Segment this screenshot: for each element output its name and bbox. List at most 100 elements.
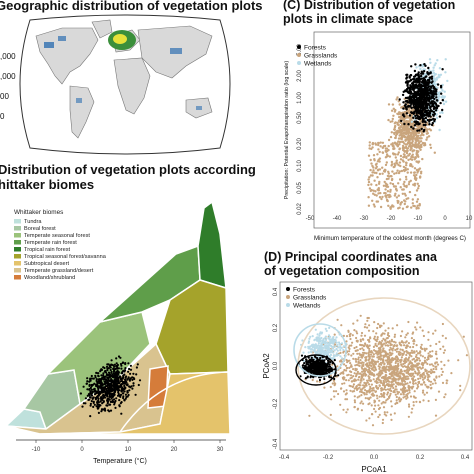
- pcoa-point-wetlands: [333, 357, 336, 360]
- biome-point: [126, 383, 129, 386]
- biome-point: [102, 366, 105, 369]
- climate-point-grasslands: [373, 179, 376, 182]
- climate-point-forests: [425, 88, 429, 91]
- pcoa-point-grasslands: [402, 396, 405, 399]
- biome-point: [118, 382, 121, 385]
- pcoa-point-grasslands: [353, 346, 356, 350]
- pcoa-point-grasslands: [405, 389, 409, 392]
- climate-point-grasslands: [417, 169, 420, 173]
- biome-point: [82, 385, 85, 388]
- pcoa-point-grasslands: [410, 355, 413, 358]
- climate-point-grasslands: [375, 200, 378, 203]
- pcoa-point-forests: [300, 354, 304, 357]
- pcoa-point-forests: [316, 362, 319, 365]
- x-ticks: -0.4 -0.2 0.0 0.2 0.4: [279, 455, 470, 461]
- biome-point: [88, 398, 91, 401]
- pcoa-point-grasslands: [368, 367, 371, 370]
- pcoa-point-grasslands: [345, 398, 349, 401]
- pcoa-point-wetlands: [324, 327, 327, 330]
- biome-legend: Whittaker biomes Tundra Boreal forest Te…: [14, 209, 107, 281]
- x-axis-label: Temperature (°C): [93, 457, 147, 465]
- pcoa-point-grasslands: [402, 373, 405, 376]
- climate-point-grasslands: [418, 202, 421, 206]
- pcoa-point-grasslands: [366, 370, 369, 373]
- pcoa-point-grasslands: [379, 358, 382, 361]
- pcoa-point-grasslands: [402, 360, 406, 363]
- pcoa-point-grasslands: [409, 374, 412, 377]
- biome-point: [103, 388, 106, 391]
- pcoa-point-grasslands: [360, 379, 363, 382]
- climate-point-forests: [427, 66, 430, 70]
- pcoa-point-grasslands: [387, 380, 390, 383]
- pcoa-point-grasslands: [378, 367, 381, 370]
- pcoa-point-grasslands: [388, 361, 392, 364]
- legend-dot-forests: [286, 287, 290, 291]
- climate-point-forests: [440, 92, 443, 95]
- climate-point-grasslands: [411, 150, 414, 153]
- biome-point: [104, 369, 107, 373]
- pcoa-point-grasslands: [359, 388, 362, 391]
- pcoa-point-grasslands: [384, 388, 387, 391]
- pcoa-point-grasslands: [347, 329, 350, 332]
- pcoa-point-grasslands: [348, 344, 351, 347]
- pcoa-point-grasslands: [389, 392, 392, 395]
- climate-point-forests: [403, 90, 407, 93]
- climate-point-grasslands: [404, 166, 407, 170]
- climate-point-forests: [413, 124, 417, 127]
- pcoa-point-grasslands: [360, 356, 363, 359]
- pcoa-point-grasslands: [345, 358, 348, 362]
- pcoa-point-wetlands: [331, 347, 335, 350]
- pcoa-point-wetlands: [308, 337, 311, 340]
- climate-point-grasslands: [383, 180, 386, 184]
- legend-swatch-temperate-rain: [14, 240, 21, 245]
- climate-point-grasslands: [369, 174, 373, 177]
- pcoa-point-grasslands: [349, 389, 352, 392]
- climate-point-grasslands: [387, 204, 390, 207]
- climate-point-grasslands: [408, 190, 412, 194]
- climate-point-forests: [422, 105, 425, 108]
- climate-point-forests: [432, 117, 435, 121]
- pcoa-point-grasslands: [356, 408, 359, 411]
- biome-point: [94, 374, 97, 377]
- biome-point: [116, 369, 119, 372]
- biome-point: [108, 398, 111, 401]
- pcoa-point-grasslands: [353, 405, 356, 409]
- pcoa-point-grasslands: [432, 364, 435, 367]
- climate-point-grasslands: [377, 189, 380, 192]
- biome-point: [89, 402, 92, 405]
- pcoa-point-grasslands: [441, 322, 444, 326]
- pcoa-point-grasslands: [383, 363, 386, 366]
- biome-point: [123, 378, 127, 381]
- biome-point: [110, 363, 114, 366]
- climate-point-grasslands: [392, 145, 395, 148]
- climate-point-grasslands: [381, 146, 385, 149]
- climate-point-grasslands: [393, 110, 397, 113]
- pcoa-point-grasslands: [394, 341, 397, 344]
- biome-point: [103, 382, 106, 386]
- panel-d-title-line1: (D) Principal coordinates ana: [264, 250, 437, 264]
- pcoa-point-grasslands: [362, 391, 365, 394]
- biome-point: [101, 387, 104, 390]
- climate-point-grasslands: [371, 199, 374, 202]
- climate-point-forests: [406, 84, 409, 87]
- pcoa-point-grasslands: [368, 402, 371, 405]
- pcoa-point-grasslands: [400, 364, 403, 367]
- biome-point: [91, 391, 94, 394]
- pcoa-point-grasslands: [375, 332, 378, 335]
- climate-point-grasslands: [385, 196, 388, 199]
- pcoa-point-grasslands: [393, 344, 396, 347]
- climate-point-wetlands: [435, 76, 438, 80]
- climate-point-grasslands: [405, 115, 408, 119]
- climate-points: [367, 58, 449, 210]
- biome-point: [90, 374, 93, 378]
- biome-point: [93, 387, 96, 390]
- climate-point-grasslands: [415, 160, 418, 163]
- y-tick-label-6: 2.00: [297, 70, 303, 82]
- climate-point-forests: [441, 68, 444, 71]
- pcoa-point-grasslands: [385, 399, 388, 402]
- pcoa-point-grasslands: [332, 390, 335, 393]
- climate-point-forests: [417, 97, 420, 100]
- climate-point-forests: [426, 106, 429, 110]
- biome-point: [128, 389, 131, 392]
- biome-point: [110, 370, 113, 373]
